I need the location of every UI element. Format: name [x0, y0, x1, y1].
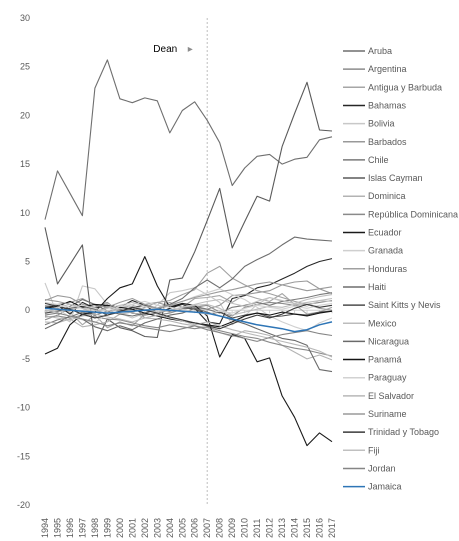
- series-line: [44, 81, 333, 345]
- x-tick-label: 2006: [190, 518, 200, 538]
- series-line: [44, 307, 333, 333]
- x-tick-label: 1996: [65, 518, 75, 538]
- series-line: [44, 282, 333, 326]
- series-line: [44, 256, 333, 447]
- x-tick-label: 1998: [90, 518, 100, 538]
- x-tick-label: 2004: [165, 518, 175, 538]
- y-axis: 30 25 20 15 10 5 0 -5 -10 -15 -20: [17, 13, 30, 510]
- legend-label: Haiti: [368, 282, 386, 292]
- x-tick-label: 2000: [115, 518, 125, 538]
- event-arrow-icon: ▸: [188, 44, 193, 55]
- legend-label: Bolivia: [368, 119, 395, 129]
- x-tick-label: 2017: [327, 518, 337, 538]
- legend-label: República Dominicana: [368, 209, 458, 219]
- x-tick-label: 2001: [127, 518, 137, 538]
- y-tick-label: 0: [25, 305, 30, 315]
- series-line: [44, 302, 333, 330]
- y-tick-label: -10: [17, 403, 30, 413]
- legend-label: El Salvador: [368, 391, 414, 401]
- series-line: [44, 311, 333, 361]
- y-tick-label: 10: [20, 208, 30, 218]
- legend-label: Mexico: [368, 318, 397, 328]
- x-tick-label: 2012: [265, 518, 275, 538]
- y-tick-label: 15: [20, 159, 30, 169]
- y-tick-label: 5: [25, 257, 30, 267]
- y-tick-label: 30: [20, 13, 30, 23]
- legend-label: Bahamas: [368, 100, 407, 110]
- series-line: [44, 236, 333, 317]
- legend-label: Antigua y Barbuda: [368, 82, 442, 92]
- legend-label: Dominica: [368, 191, 406, 201]
- x-tick-label: 2005: [177, 518, 187, 538]
- legend-label: Fiji: [368, 445, 380, 455]
- y-tick-label: -15: [17, 451, 30, 461]
- series-lines: [44, 59, 333, 447]
- x-tick-label: 1997: [77, 518, 87, 538]
- y-tick-label: -5: [22, 354, 30, 364]
- y-tick-label: 20: [20, 110, 30, 120]
- legend-label: Nicaragua: [368, 336, 409, 346]
- legend-label: Granada: [368, 246, 403, 256]
- x-tick-label: 1999: [102, 518, 112, 538]
- x-tick-label: 1995: [52, 518, 62, 538]
- series-line: [44, 300, 333, 315]
- legend-label: Saint Kitts y Nevis: [368, 300, 441, 310]
- x-tick-label: 2010: [240, 518, 250, 538]
- x-tick-label: 2003: [152, 518, 162, 538]
- legend-label: Jamaica: [368, 482, 402, 492]
- legend-label: Islas Cayman: [368, 173, 423, 183]
- legend-label: Chile: [368, 155, 389, 165]
- event-marker: Dean ▸: [153, 18, 208, 505]
- x-tick-label: 2009: [227, 518, 237, 538]
- x-tick-label: 1994: [40, 518, 50, 538]
- x-tick-label: 2008: [215, 518, 225, 538]
- legend-label: Ecuador: [368, 228, 402, 238]
- x-axis: 1994 1995 1996 1997 1998 1999 2000 2001 2002 2003…: [40, 309, 337, 538]
- series-line: [44, 313, 333, 358]
- x-tick-label: 2013: [277, 518, 287, 538]
- series-line: [44, 59, 333, 220]
- x-tick-label: 2011: [252, 519, 262, 538]
- legend-label: Argentina: [368, 64, 407, 74]
- series-line: [44, 304, 333, 319]
- y-tick-label: -20: [17, 500, 30, 510]
- legend-label: Barbados: [368, 137, 407, 147]
- legend-label: Honduras: [368, 264, 408, 274]
- legend: Aruba Argentina Antigua y Barbuda Bahamas Bo…: [343, 46, 458, 492]
- legend-label: Aruba: [368, 46, 392, 56]
- legend-label: Panamá: [368, 355, 402, 365]
- x-tick-label: 2002: [140, 518, 150, 538]
- legend-label: Suriname: [368, 409, 407, 419]
- y-tick-label: 25: [20, 62, 30, 72]
- x-tick-label: 2014: [290, 518, 300, 538]
- x-tick-label: 2007: [202, 518, 212, 538]
- event-label: Dean: [153, 44, 177, 55]
- x-tick-label: 2016: [315, 518, 325, 538]
- x-tick-label: 2015: [302, 518, 312, 538]
- legend-label: Trinidad y Tobago: [368, 427, 439, 437]
- series-line: [44, 307, 333, 373]
- series-line: [44, 312, 333, 342]
- legend-label: Paraguay: [368, 373, 407, 383]
- legend-label: Jordan: [368, 463, 396, 473]
